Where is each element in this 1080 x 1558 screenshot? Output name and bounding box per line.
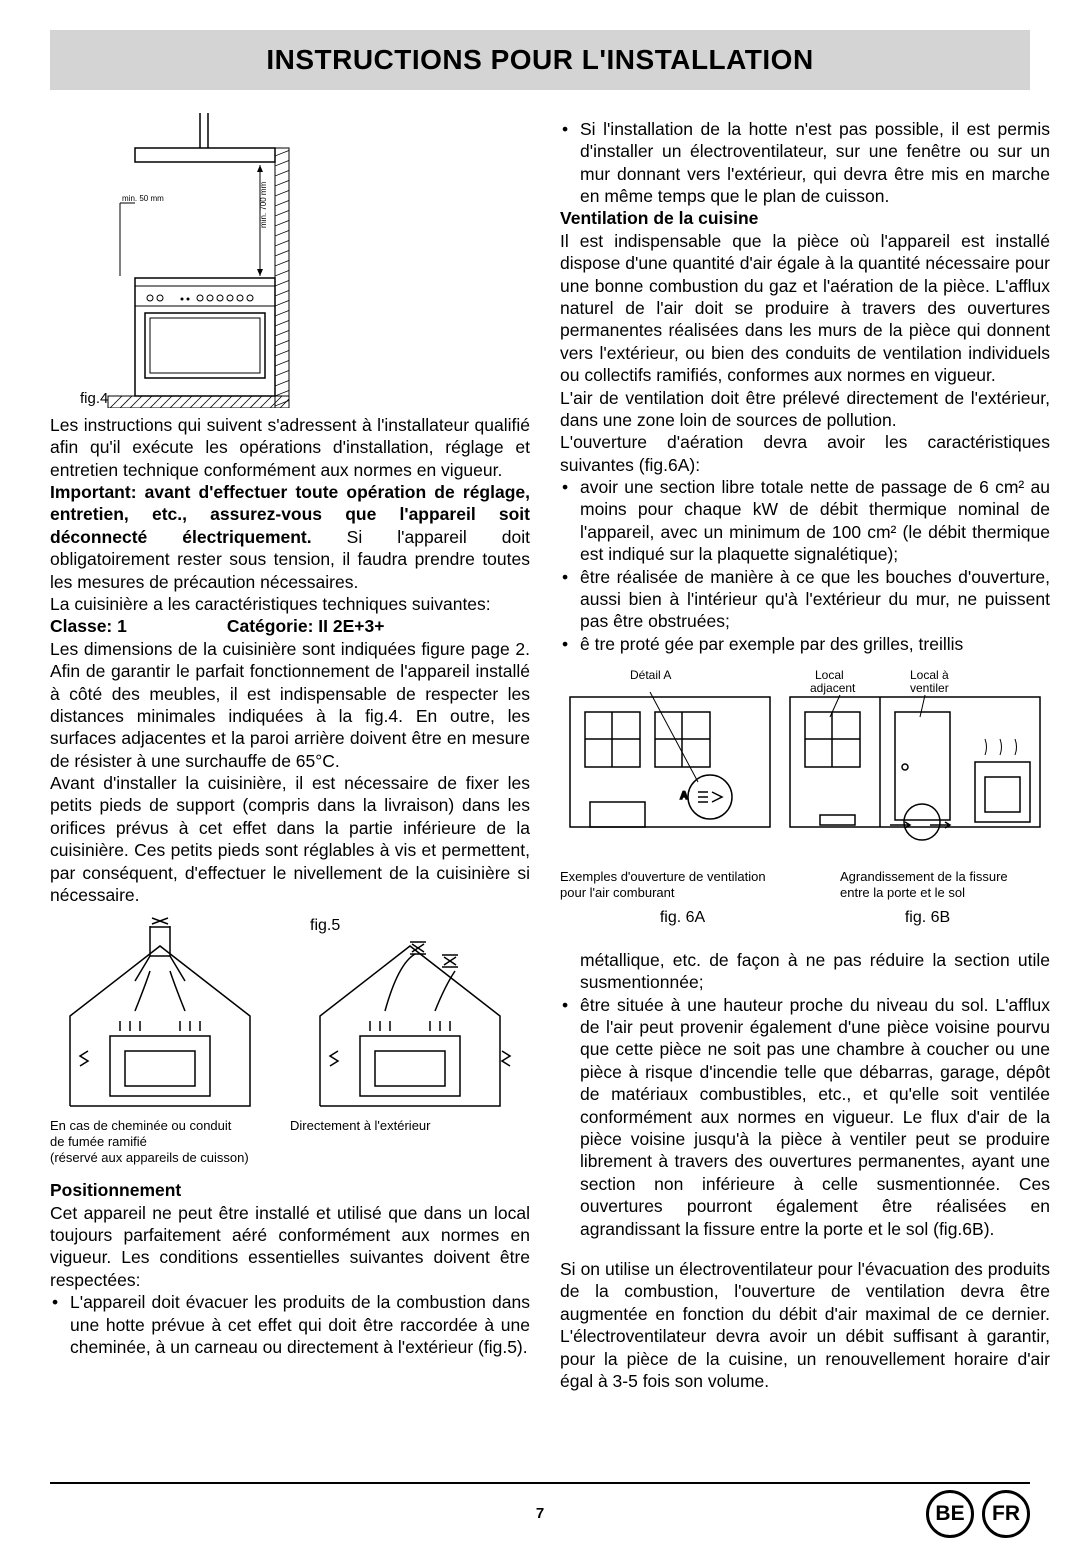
page-title: INSTRUCTIONS POUR L'INSTALLATION	[50, 42, 1030, 78]
fig4-svg: min. 700 mm min. 50 mm fig.4	[50, 108, 310, 408]
left-p4: Les dimensions de la cuisinière sont ind…	[50, 638, 530, 772]
left-p5: Avant d'installer la cuisinière, il est …	[50, 772, 530, 906]
badge-be: BE	[926, 1490, 974, 1538]
fig6b-label: fig. 6B	[905, 908, 950, 928]
fig5-diagram: fig.5	[50, 916, 530, 1165]
fig6a-label: fig. 6A	[660, 908, 705, 928]
fig6-svg: Détail A Local adjacent Local à ventiler…	[560, 667, 1050, 867]
title-bar: INSTRUCTIONS POUR L'INSTALLATION	[50, 30, 1030, 90]
left-bullets: L'appareil doit évacuer les produits de …	[50, 1291, 530, 1358]
fig5-label: fig.5	[310, 916, 340, 936]
fig6-diagram: Détail A Local adjacent Local à ventiler…	[560, 667, 1050, 929]
positionnement-heading: Positionnement	[50, 1179, 530, 1201]
fig5-cap-right: Directement à l'extérieur	[290, 1118, 530, 1165]
right-bullet-0: Si l'installation de la hotte n'est pas …	[560, 118, 1050, 208]
right-bullets-top: Si l'installation de la hotte n'est pas …	[560, 118, 1050, 208]
right-p5: Si on utilise un électroventilateur pour…	[560, 1258, 1050, 1392]
right-bullet-2: être réalisée de manière à ce que les bo…	[560, 566, 1050, 633]
right-bullet-3: ê tre proté gée par exemple par des gril…	[560, 633, 1050, 655]
left-column: min. 700 mm min. 50 mm fig.4 Les instruc…	[50, 100, 530, 1392]
classe-label: Classe: 1	[50, 615, 127, 637]
content-columns: min. 700 mm min. 50 mm fig.4 Les instruc…	[0, 100, 1080, 1392]
fig6-cap-right: Agrandissement de la fissure entre la po…	[840, 869, 1040, 900]
left-p3: La cuisinière a les caractéristiques tec…	[50, 593, 530, 615]
svg-text:A: A	[680, 790, 688, 802]
left-p6: Cet appareil ne peut être installé et ut…	[50, 1202, 530, 1292]
ventilation-heading: Ventilation de la cuisine	[560, 207, 1050, 229]
left-important: Important: avant d'effectuer toute opéra…	[50, 481, 530, 593]
classe-line: Classe: 1 Catégorie: II 2E+3+	[50, 615, 530, 637]
svg-text:Local: Local	[815, 668, 844, 682]
fig5-svg	[50, 916, 530, 1116]
left-p1: Les instructions qui suivent s'adressent…	[50, 414, 530, 481]
svg-text:Détail A: Détail A	[630, 668, 671, 682]
region-badges: BE FR	[926, 1490, 1030, 1538]
page-footer: 7 BE FR	[50, 1482, 1030, 1538]
svg-text:fig.4: fig.4	[80, 390, 108, 407]
right-bullet-4: être située à une hauteur proche du nive…	[560, 994, 1050, 1240]
right-bullet-1: avoir une section libre totale nette de …	[560, 476, 1050, 566]
right-p2: L'air de ventilation doit être prélevé d…	[560, 387, 1050, 432]
fig4-diagram: min. 700 mm min. 50 mm fig.4	[50, 108, 530, 408]
fig6-captions: Exemples d'ouverture de ventilation pour…	[560, 869, 1050, 900]
svg-text:min. 50 mm: min. 50 mm	[122, 194, 164, 203]
svg-text:ventiler: ventiler	[910, 681, 949, 695]
right-bullets-2: être située à une hauteur proche du nive…	[560, 994, 1050, 1240]
right-p4: métallique, etc. de façon à ne pas rédui…	[560, 949, 1050, 994]
svg-text:adjacent: adjacent	[810, 681, 856, 695]
badge-fr: FR	[982, 1490, 1030, 1538]
page-number: 7	[536, 1504, 544, 1523]
left-bullet-1: L'appareil doit évacuer les produits de …	[50, 1291, 530, 1358]
fig5-cap-left: En cas de cheminée ou conduit de fumée r…	[50, 1118, 290, 1165]
fig5-captions: En cas de cheminée ou conduit de fumée r…	[50, 1118, 530, 1165]
svg-text:min. 700 mm: min. 700 mm	[259, 181, 268, 228]
right-p1: Il est indispensable que la pièce où l'a…	[560, 230, 1050, 387]
categorie-label: Catégorie: II 2E+3+	[227, 615, 385, 637]
right-p3: L'ouverture d'aération devra avoir les c…	[560, 431, 1050, 476]
fig6-cap-left: Exemples d'ouverture de ventilation pour…	[560, 869, 840, 900]
fig6-labels: fig. 6A fig. 6B	[560, 908, 1050, 928]
right-column: Si l'installation de la hotte n'est pas …	[560, 100, 1050, 1392]
svg-text:Local à: Local à	[910, 668, 949, 682]
right-bullets-1: avoir une section libre totale nette de …	[560, 476, 1050, 655]
